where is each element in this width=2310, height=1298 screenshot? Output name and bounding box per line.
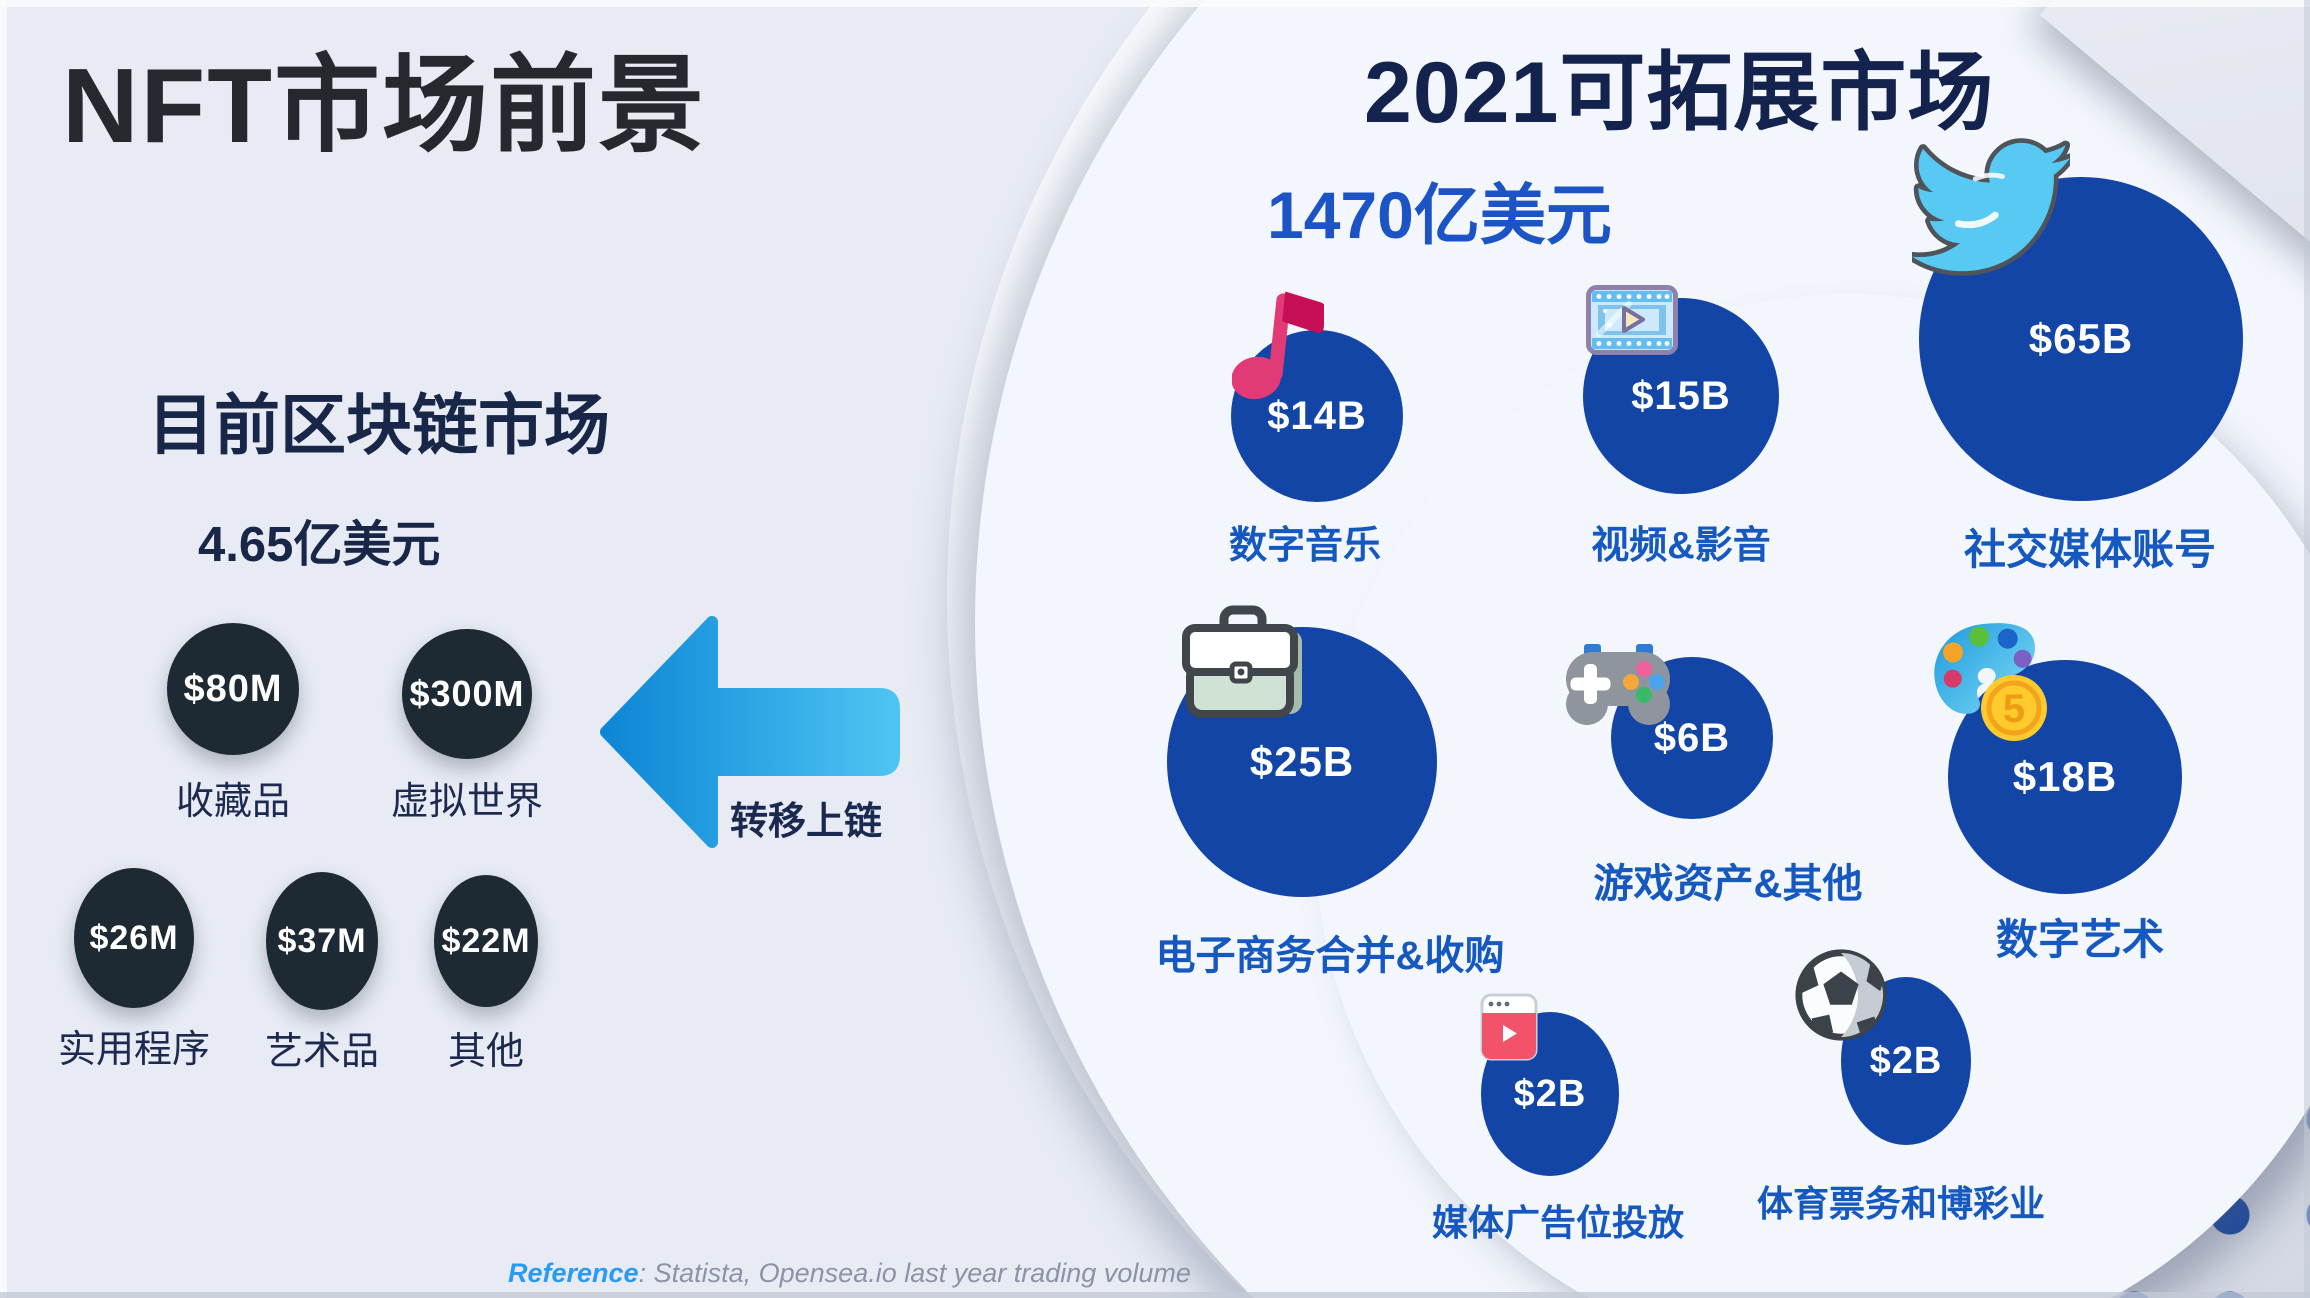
music-note-icon — [1232, 291, 1324, 400]
bubble-ecommerce-ma-value: $25B — [1249, 738, 1355, 785]
bubble-collectibles-value: $80M — [183, 667, 283, 710]
bubble-social-media-value: $65B — [2028, 315, 2134, 362]
left-arrow-icon — [600, 616, 900, 848]
bubble-art-value: $37M — [277, 921, 367, 960]
bubble-other: $22M — [434, 875, 538, 1007]
twitter-bird-icon — [1912, 138, 2070, 276]
bubble-game-assets-label: 游戏资产&其他 — [1593, 862, 1863, 906]
gamepad-icon — [1566, 644, 1670, 725]
right-section-title: 2021可拓展市场 — [1364, 45, 1995, 141]
reference-text: : Statista, Opensea.io last year trading… — [638, 1258, 1191, 1288]
bubble-sports-betting-label: 体育票务和博彩业 — [1756, 1183, 2046, 1224]
bubble-art: $37M — [266, 872, 378, 1010]
bubble-game-assets-value: $6B — [1653, 715, 1731, 760]
left-section-title: 目前区块链市场 — [148, 388, 610, 462]
bubble-sports-betting-value: $2B — [1869, 1039, 1943, 1082]
frame-edge-top — [0, 0, 2310, 7]
reference-line: Reference: Statista, Opensea.io last yea… — [508, 1258, 1191, 1289]
right-section-total: 1470亿美元 — [1267, 178, 1612, 252]
briefcase-icon — [1182, 605, 1302, 718]
bubble-video-media-value: $15B — [1631, 373, 1731, 418]
soccer-ball-icon — [1795, 949, 1887, 1041]
bubble-collectibles-label: 收藏品 — [175, 781, 291, 823]
media-ad-icon — [1480, 993, 1538, 1061]
bubble-social-media-label: 社交媒体账号 — [1963, 526, 2217, 573]
svg-text:5: 5 — [2003, 687, 2025, 731]
bubble-virtual-worlds-value: $300M — [409, 673, 525, 714]
bubble-utilities: $26M — [74, 868, 194, 1008]
frame-edge-left — [0, 0, 7, 1298]
bubble-digital-music-value: $14B — [1267, 393, 1367, 438]
frame-edge-right — [2304, 0, 2310, 1298]
bubble-media-ads-label: 媒体广告位投放 — [1431, 1202, 1685, 1243]
bubble-virtual-worlds-label: 虚拟世界 — [390, 781, 544, 823]
frame-edge-bottom — [0, 1292, 2310, 1298]
bubble-ecommerce-ma-label: 电子商务合并&收购 — [1155, 934, 1505, 978]
film-icon — [1586, 285, 1678, 355]
arrow-label: 转移上链 — [729, 801, 883, 843]
bubble-utilities-value: $26M — [89, 918, 179, 957]
bubble-digital-music-label: 数字音乐 — [1228, 525, 1382, 567]
bubble-other-value: $22M — [441, 921, 531, 960]
bubble-other-label: 其他 — [447, 1031, 525, 1073]
bubble-video-media-label: 视频&影音 — [1591, 525, 1771, 567]
bubble-virtual-worlds: $300M — [402, 629, 532, 759]
page-title: NFT市场前景 — [62, 47, 707, 165]
bubble-digital-art-value: $18B — [2012, 753, 2118, 800]
bubble-digital-music: $14B — [1231, 330, 1403, 502]
palette-coin-icon: 5 — [1934, 623, 2047, 741]
bubble-collectibles: $80M — [167, 623, 299, 755]
reference-label: Reference — [508, 1258, 639, 1288]
bubble-media-ads-value: $2B — [1513, 1072, 1587, 1115]
bubble-utilities-label: 实用程序 — [57, 1029, 211, 1071]
bubble-art-label: 艺术品 — [264, 1031, 380, 1073]
left-section-total: 4.65亿美元 — [198, 518, 441, 572]
bubble-digital-art-label: 数字艺术 — [1995, 916, 2165, 963]
